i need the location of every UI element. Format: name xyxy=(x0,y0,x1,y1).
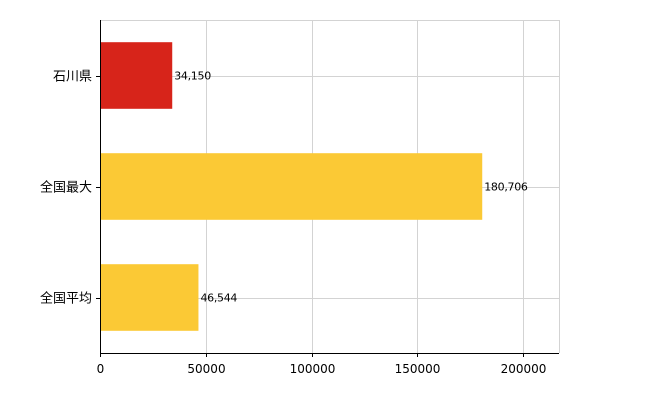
category-label: 石川県 xyxy=(53,70,92,85)
x-tick-label: 50000 xyxy=(187,362,225,376)
label-layer: 34,150 石川県 180,706 全国最大 46,544 全国平均 0 50000 1000… xyxy=(40,70,546,377)
category-label: 全国平均 xyxy=(40,291,92,307)
bar-1 xyxy=(101,42,173,109)
x-tick-label: 150000 xyxy=(395,362,441,376)
value-label: 180,706 xyxy=(484,181,528,194)
x-tick-label: 200000 xyxy=(501,362,547,376)
x-tick-label: 100000 xyxy=(290,362,336,376)
x-tick-label: 0 xyxy=(97,362,105,376)
axis-layer xyxy=(100,20,559,355)
bar-layer xyxy=(101,42,483,331)
category-label: 全国最大 xyxy=(40,180,92,196)
bar-3 xyxy=(101,264,199,331)
value-label: 34,150 xyxy=(174,70,211,83)
value-label: 46,544 xyxy=(200,292,237,305)
bar-2 xyxy=(101,153,483,220)
